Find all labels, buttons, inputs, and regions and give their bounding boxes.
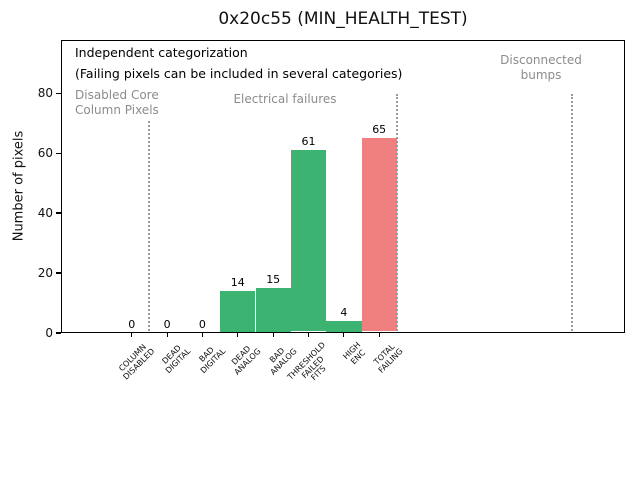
value-label-dead-digital: 0 — [163, 318, 171, 331]
annotation-electrical-failures: Electrical failures — [233, 92, 336, 107]
value-label-dead-analog: 14 — [230, 276, 245, 289]
annotation-line: bumps — [520, 67, 562, 82]
annotation-line: Column Pixels — [75, 102, 159, 117]
y-tick-label-40: 40 — [37, 206, 53, 220]
x-tick-label-bad-digital: BAD DIGITAL — [193, 341, 227, 375]
y-tick-label-20: 20 — [37, 266, 53, 280]
value-label-bad-analog: 15 — [266, 273, 281, 286]
chart-title: 0x20c55 (MIN_HEALTH_TEST) — [218, 9, 468, 29]
x-tick-label-dead-analog: DEAD ANALOG — [227, 341, 263, 377]
bar-threshold-failed-fits — [290, 150, 327, 332]
y-tick-mark-40 — [56, 212, 61, 214]
x-tick-label-high-enc: HIGH ENC — [342, 340, 369, 368]
value-label-high-enc: 4 — [340, 306, 348, 319]
annotation-line: Disabled Core — [75, 88, 159, 102]
annotation-disabled-core-column-pixels: Disabled Core Column Pixels — [75, 88, 159, 117]
y-tick-mark-20 — [56, 272, 61, 274]
x-tick-mark-bad-analog — [272, 333, 274, 337]
y-tick-mark-80 — [56, 92, 61, 94]
divider-line-3 — [571, 94, 573, 331]
x-tick-mark-total-failing — [378, 333, 380, 337]
x-tick-mark-bad-digital — [201, 333, 203, 337]
x-tick-label-column-disabled: COLUMN DISABLED — [116, 341, 157, 382]
annotation-line: Independent categorization — [75, 45, 248, 60]
y-tick-label-0: 0 — [45, 326, 53, 340]
value-label-threshold-failed-fits: 61 — [301, 135, 316, 149]
plot-frame — [61, 40, 625, 333]
value-label-bad-digital: 0 — [198, 318, 206, 331]
y-tick-label-60: 60 — [37, 146, 53, 161]
bar-high-enc — [326, 321, 362, 332]
bar-dead-analog — [220, 291, 256, 332]
x-tick-mark-column-disabled — [131, 333, 133, 337]
bar-bad-analog — [255, 288, 291, 332]
divider-line-2 — [395, 94, 398, 331]
divider-line-1 — [148, 121, 151, 331]
annotation-independent-categorization: Independent categorization — [75, 45, 248, 61]
x-tick-mark-dead-analog — [237, 333, 239, 337]
x-tick-label-total-failing: TOTAL FAILING — [370, 341, 404, 375]
y-tick-mark-0 — [56, 332, 61, 334]
value-label-column-disabled: 0 — [128, 318, 136, 331]
annotation-line: (Failing pixels can be included in sever… — [75, 66, 403, 81]
bar-total-failing — [361, 138, 397, 332]
y-tick-label-80: 80 — [37, 86, 53, 101]
x-tick-mark-dead-digital — [166, 333, 168, 337]
annotation-disconnected-bumps: Disconnected bumps — [500, 53, 582, 82]
annotation-line: Electrical failures — [233, 92, 337, 106]
annotation-line: Disconnected — [500, 53, 582, 67]
annotation-failing-pixels-note: (Failing pixels can be included in sever… — [75, 66, 403, 82]
x-tick-label-dead-digital: DEAD DIGITAL — [158, 341, 192, 375]
value-label-total-failing: 65 — [372, 123, 387, 137]
y-tick-mark-60 — [56, 152, 61, 154]
x-tick-mark-high-enc — [343, 333, 345, 337]
x-tick-mark-threshold-failed-fits — [307, 333, 310, 337]
